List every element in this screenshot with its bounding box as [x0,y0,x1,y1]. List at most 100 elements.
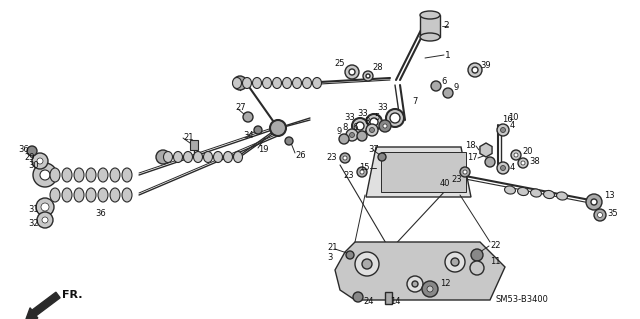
Text: 36: 36 [95,209,106,218]
Circle shape [362,259,372,269]
Text: 9: 9 [454,84,460,93]
Ellipse shape [204,152,212,162]
Ellipse shape [312,78,321,88]
Circle shape [514,153,518,157]
Circle shape [360,170,364,174]
Circle shape [472,67,478,73]
Circle shape [591,199,597,205]
Text: 21: 21 [183,132,193,142]
Ellipse shape [531,189,541,197]
Ellipse shape [214,152,223,162]
Circle shape [485,157,495,167]
Circle shape [42,217,48,223]
Circle shape [243,112,253,122]
Circle shape [352,118,368,134]
Ellipse shape [223,152,232,162]
FancyArrow shape [26,292,60,319]
Circle shape [471,249,483,261]
Circle shape [349,132,355,137]
Text: 6: 6 [353,123,358,132]
Text: 13: 13 [604,191,614,201]
Text: 15: 15 [360,164,370,173]
Text: 8: 8 [365,117,370,127]
Text: 33: 33 [357,108,368,117]
Text: 32: 32 [28,219,38,227]
Circle shape [36,198,54,216]
Ellipse shape [303,78,312,88]
Text: 9: 9 [337,127,342,136]
Text: 21: 21 [327,242,337,251]
Circle shape [470,261,484,275]
Ellipse shape [110,188,120,202]
Circle shape [594,209,606,221]
Ellipse shape [262,78,271,88]
Text: 11: 11 [490,257,500,266]
Circle shape [346,129,358,141]
Text: 4: 4 [510,164,515,173]
Circle shape [353,292,363,302]
Circle shape [345,65,359,79]
Text: 20: 20 [522,147,532,157]
Text: 25: 25 [334,58,344,68]
Ellipse shape [110,168,120,182]
Ellipse shape [184,152,193,162]
Circle shape [357,131,367,141]
Ellipse shape [518,188,529,196]
Text: 18: 18 [465,140,476,150]
Ellipse shape [122,168,132,182]
Text: 26: 26 [295,151,306,160]
Text: 2: 2 [443,21,449,31]
Circle shape [407,276,423,292]
Text: 22: 22 [490,241,500,249]
Circle shape [32,153,48,169]
Ellipse shape [234,152,243,162]
Circle shape [370,118,378,126]
Text: 28: 28 [372,63,383,71]
Circle shape [518,158,528,168]
Circle shape [254,126,262,134]
Ellipse shape [62,188,72,202]
Circle shape [500,128,506,132]
Bar [385,292,392,304]
Ellipse shape [173,152,182,162]
Ellipse shape [62,168,72,182]
Circle shape [40,170,50,180]
Text: 6: 6 [441,78,446,86]
Text: 39: 39 [480,62,491,70]
Circle shape [366,114,382,130]
Text: 12: 12 [440,278,451,287]
Text: FR.: FR. [62,290,83,300]
Ellipse shape [98,188,108,202]
Text: 4: 4 [510,122,515,130]
Ellipse shape [232,78,241,88]
Circle shape [386,109,404,127]
Circle shape [463,170,467,174]
Circle shape [355,252,379,276]
Text: 29: 29 [24,152,35,161]
Circle shape [233,76,247,90]
Text: 7: 7 [412,98,417,107]
Ellipse shape [98,168,108,182]
Circle shape [497,124,509,136]
Text: 16: 16 [502,115,513,124]
Circle shape [500,166,506,170]
Text: 37: 37 [368,145,379,154]
Circle shape [339,134,349,144]
Bar [381,152,466,192]
Circle shape [586,194,602,210]
Text: 17: 17 [467,153,478,162]
Text: 23: 23 [451,175,462,184]
Ellipse shape [193,152,202,162]
Text: 35: 35 [607,209,618,218]
Circle shape [511,150,521,160]
Text: 40: 40 [440,179,450,188]
Circle shape [340,153,350,163]
Ellipse shape [74,168,84,182]
Circle shape [363,71,373,81]
Text: 38: 38 [529,157,540,166]
Ellipse shape [86,188,96,202]
Circle shape [349,69,355,75]
Ellipse shape [163,152,173,162]
Circle shape [451,258,459,266]
Circle shape [356,122,364,130]
